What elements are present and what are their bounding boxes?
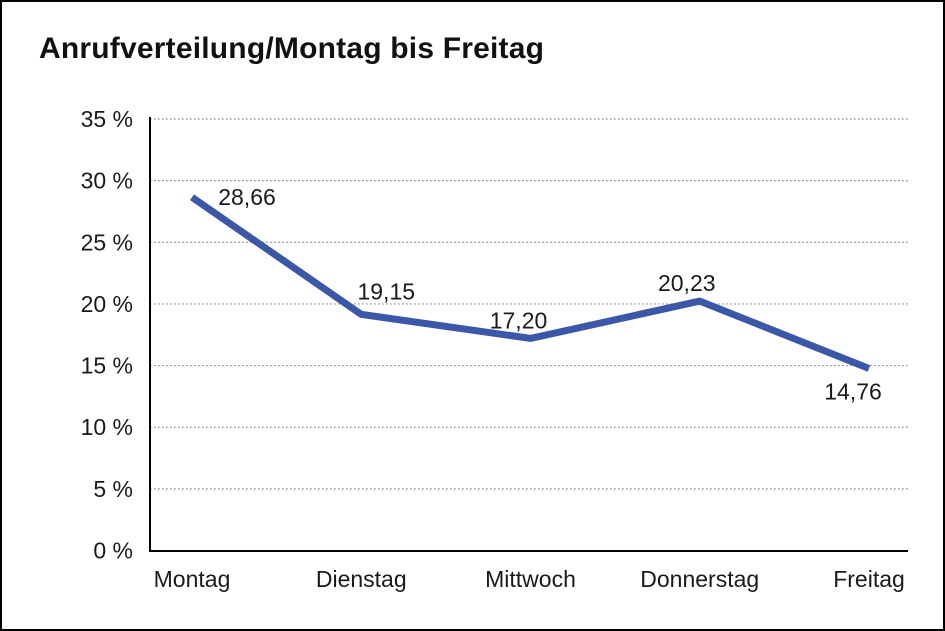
x-category-label: Mittwoch [485,566,576,592]
point-value-label: 19,15 [357,278,415,304]
y-tick-label: 20 % [81,291,133,317]
x-category-label: Montag [154,566,231,592]
y-tick-label: 15 % [81,353,133,379]
y-tick-label: 5 % [93,476,133,502]
y-tick-label: 35 % [81,106,133,132]
point-value-label: 17,20 [490,307,548,333]
x-category-label: Donnerstag [640,566,759,592]
point-value-label: 20,23 [658,270,716,296]
x-category-label: Freitag [833,566,905,592]
point-value-label: 14,76 [824,379,882,405]
y-tick-label: 30 % [81,168,133,194]
y-tick-label: 0 % [93,538,133,564]
point-value-label: 28,66 [218,184,276,210]
x-category-label: Dienstag [316,566,407,592]
series-line [190,194,871,372]
y-tick-label: 25 % [81,229,133,255]
y-tick-label: 10 % [81,414,133,440]
chart-title: Anrufverteilung/Montag bis Freitag [39,32,545,65]
